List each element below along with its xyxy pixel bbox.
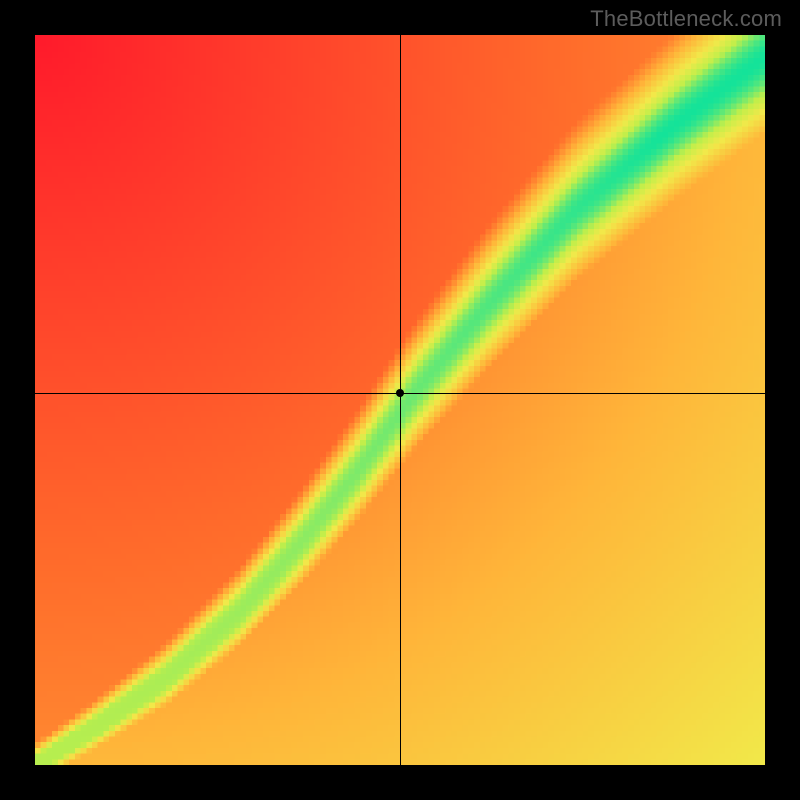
heatmap-plot xyxy=(35,35,765,765)
crosshair-dot xyxy=(396,389,404,397)
watermark-text: TheBottleneck.com xyxy=(590,6,782,32)
crosshair-vertical xyxy=(400,35,401,765)
